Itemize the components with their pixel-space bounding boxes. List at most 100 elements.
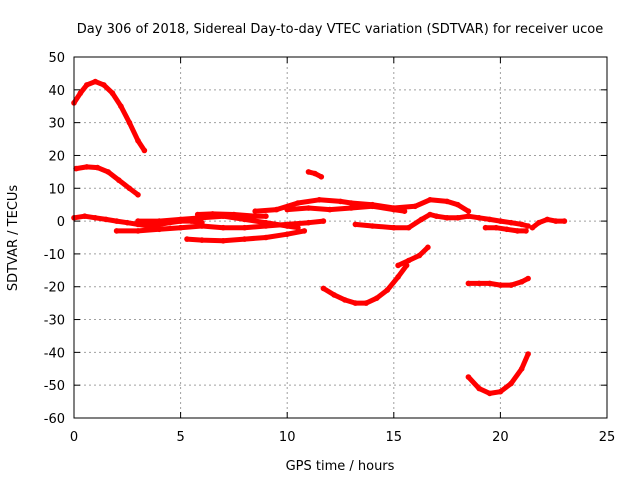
data-point [284,223,291,229]
data-point [553,218,559,224]
data-point [525,351,531,357]
data-point [395,274,401,280]
data-point [105,169,111,175]
data-point [113,218,120,224]
data-point [518,279,525,285]
data-point [497,388,504,395]
data-point [391,224,397,231]
data-point [348,200,355,206]
y-tick-label: 0 [57,215,65,230]
data-point [504,226,510,233]
data-point [342,297,348,303]
data-point [241,224,248,231]
data-point [493,224,499,231]
y-tick-label: -60 [44,412,65,427]
data-point [92,78,99,85]
data-point [81,213,88,219]
data-point [241,236,248,242]
data-point [184,236,190,242]
axis-ticks: -60 -50 -40 -30 -20 -10 0 10 20 30 40 50 0 5 10 15 20 25 [44,51,616,445]
x-axis-label: GPS time / hours [286,459,395,474]
series-arc-9 [284,203,407,214]
data-point [525,275,531,282]
data-point [141,147,148,154]
data-point [331,292,337,298]
y-axis-label: SDTVAR / TECUs [6,185,21,292]
data-point [416,252,423,259]
data-point [465,280,472,287]
data-point [77,90,84,96]
data-point [199,237,205,243]
data-point [427,211,433,218]
data-point [135,192,141,198]
x-tick-label: 15 [386,430,403,445]
data-point [252,213,258,219]
data-point [427,197,433,203]
data-point [433,213,440,219]
y-tick-label: -30 [44,314,65,329]
data-point [318,174,325,180]
data-point [405,257,412,264]
data-point [455,215,461,221]
grid [74,57,607,418]
data-point [486,280,493,287]
data-point [348,205,355,211]
data-point [401,208,408,214]
data-point [465,213,472,219]
data-point [525,223,531,229]
data-point [508,282,514,288]
data-point [412,203,418,210]
data-point [497,282,504,288]
data-point [126,119,133,126]
data-point [252,208,258,214]
data-point [320,285,327,292]
data-point [284,231,291,237]
x-tick-label: 20 [492,430,509,445]
data-point [301,228,308,234]
data-point [295,224,301,231]
data-point [455,201,461,208]
data-point [476,280,482,287]
y-tick-label: -10 [44,248,65,263]
data-point [220,224,226,231]
data-point [369,203,376,210]
data-point [352,300,359,306]
y-tick-label: 30 [48,117,65,132]
y-tick-label: 40 [48,84,65,99]
data-point [373,295,380,302]
data-point [529,224,536,231]
data-point [305,219,312,226]
data-point [523,228,529,234]
data-point [295,200,301,206]
data-point [465,208,472,214]
y-tick-label: -40 [44,346,65,361]
data-point [92,215,99,221]
data-point [369,223,376,229]
data-point [284,206,291,213]
data-point [177,216,184,223]
data-series [71,78,568,397]
data-point [508,219,514,226]
x-tick-label: 0 [70,430,78,445]
data-point [113,228,120,234]
series-arc-15 [395,244,431,268]
data-point [73,165,79,172]
data-point [518,366,525,372]
data-point [124,219,131,226]
data-point [101,82,107,88]
plot-frame [73,56,608,419]
series-arc-1 [71,79,147,153]
data-point [135,228,141,234]
data-point [391,206,397,213]
x-tick-label: 25 [599,430,616,445]
data-point [482,224,489,231]
data-point [444,198,450,205]
data-point [194,211,201,218]
data-point [465,374,472,380]
chart-title: Day 306 of 2018, Sidereal Day-to-day VTE… [77,22,603,37]
data-point [156,218,163,224]
data-point [156,226,163,233]
data-point [514,228,521,234]
y-tick-label: 50 [48,51,65,66]
